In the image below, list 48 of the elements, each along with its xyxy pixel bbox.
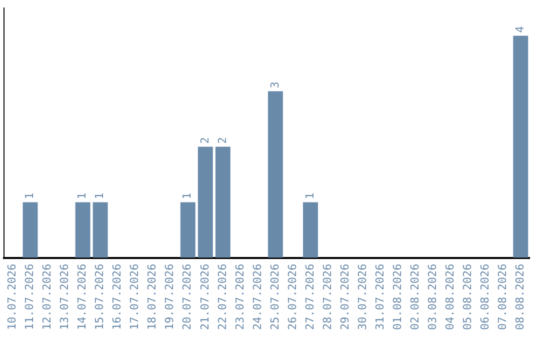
x-tick-label: 20.07.2026 bbox=[180, 264, 194, 330]
x-tick-label: 31.07.2026 bbox=[373, 264, 386, 330]
bar bbox=[513, 36, 528, 258]
data-label: 2 bbox=[198, 137, 212, 144]
bar bbox=[75, 202, 90, 258]
x-tick-label: 15.07.2026 bbox=[93, 264, 106, 330]
x-tick-label: 11.07.2026 bbox=[23, 264, 36, 330]
x-tick-label: 16.07.2026 bbox=[110, 264, 124, 330]
x-tick-label: 12.07.2026 bbox=[40, 264, 54, 330]
bar bbox=[268, 91, 283, 258]
x-tick-label: 07.08.2026 bbox=[496, 264, 509, 330]
bar bbox=[180, 202, 196, 258]
x-tick-label: 26.07.2026 bbox=[286, 264, 299, 330]
data-label: 2 bbox=[216, 137, 229, 144]
data-label: 4 bbox=[513, 26, 526, 33]
x-tick-label: 25.07.2026 bbox=[268, 264, 282, 330]
x-tick-label: 17.07.2026 bbox=[128, 264, 142, 330]
x-tick-label: 27.07.2026 bbox=[303, 264, 316, 330]
x-tick-label: 14.07.2026 bbox=[76, 264, 89, 330]
data-label: 1 bbox=[23, 192, 36, 200]
x-tick-label: 22.07.2026 bbox=[216, 264, 229, 330]
x-tick-label: 05.08.2026 bbox=[460, 264, 474, 330]
x-tick-label: 21.07.2026 bbox=[198, 264, 212, 330]
x-tick-label: 10.07.2026 bbox=[6, 264, 19, 330]
bar bbox=[215, 146, 230, 258]
x-tick-label: 24.07.2026 bbox=[250, 264, 264, 330]
data-label: 1 bbox=[93, 192, 106, 200]
data-label: 3 bbox=[268, 82, 282, 88]
x-tick-label: 02.08.2026 bbox=[408, 264, 422, 330]
x-tick-label: 08.08.2026 bbox=[513, 264, 526, 330]
x-tick-label: 29.07.2026 bbox=[338, 264, 352, 330]
x-tick-label: 19.07.2026 bbox=[163, 264, 176, 330]
data-label: 1 bbox=[76, 192, 89, 200]
x-tick-label: 01.08.2026 bbox=[390, 264, 404, 330]
x-tick-label: 03.08.2026 bbox=[426, 264, 439, 330]
bar bbox=[198, 146, 213, 258]
x-tick-label: 23.07.2026 bbox=[233, 264, 246, 330]
data-label: 1 bbox=[180, 192, 194, 200]
x-tick-label: 18.07.2026 bbox=[146, 264, 159, 330]
bar bbox=[22, 202, 38, 258]
data-label: 1 bbox=[303, 192, 316, 200]
bar bbox=[302, 202, 318, 258]
x-tick-label: 13.07.2026 bbox=[58, 264, 72, 330]
x-tick-label: 28.07.2026 bbox=[320, 264, 334, 330]
x-tick-label: 04.08.2026 bbox=[443, 264, 456, 330]
x-tick-label: 30.07.2026 bbox=[356, 264, 369, 330]
x-tick-label: 06.08.2026 bbox=[478, 264, 492, 330]
bar bbox=[92, 202, 108, 258]
